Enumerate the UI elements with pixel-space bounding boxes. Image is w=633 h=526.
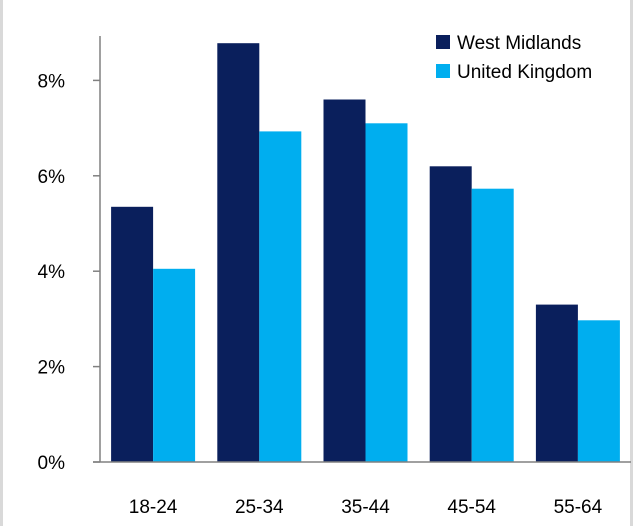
bar-chart: 18-24 25-34 35-44 45-54 55-64 0% 2% 4% 6% 8% West… xyxy=(38,33,631,518)
bars-group xyxy=(111,43,620,463)
legend-label: United Kingdom xyxy=(457,62,592,83)
legend-label: West Midlands xyxy=(457,33,581,54)
y-tick-label: 6% xyxy=(38,167,66,188)
x-tick-label: 18-24 xyxy=(129,497,178,518)
bar-united-kingdom-55-64 xyxy=(577,320,620,462)
bar-united-kingdom-18-24 xyxy=(153,268,196,462)
y-tick-label: 2% xyxy=(38,358,66,379)
y-tick-label: 0% xyxy=(38,453,66,474)
x-tick-label: 55-64 xyxy=(554,497,603,518)
x-tick-label: 35-44 xyxy=(341,497,390,518)
legend-swatch xyxy=(436,64,450,78)
bar-united-kingdom-45-54 xyxy=(471,188,514,462)
y-tick-label: 4% xyxy=(38,262,66,283)
bar-west-midlands-55-64 xyxy=(535,304,578,462)
bar-united-kingdom-35-44 xyxy=(365,123,408,463)
bar-west-midlands-45-54 xyxy=(429,166,472,463)
legend: West Midlands United Kingdom xyxy=(436,33,592,83)
bar-west-midlands-35-44 xyxy=(323,99,366,462)
x-tick-label: 45-54 xyxy=(447,497,496,518)
legend-swatch xyxy=(436,35,450,49)
x-tick-label: 25-34 xyxy=(235,497,284,518)
bar-west-midlands-25-34 xyxy=(217,43,260,462)
y-tick-label: 8% xyxy=(38,71,66,92)
bar-west-midlands-18-24 xyxy=(111,206,154,462)
axes-group: 18-24 25-34 35-44 45-54 55-64 0% 2% 4% 6% 8% xyxy=(38,36,631,518)
bar-united-kingdom-25-34 xyxy=(259,131,302,462)
